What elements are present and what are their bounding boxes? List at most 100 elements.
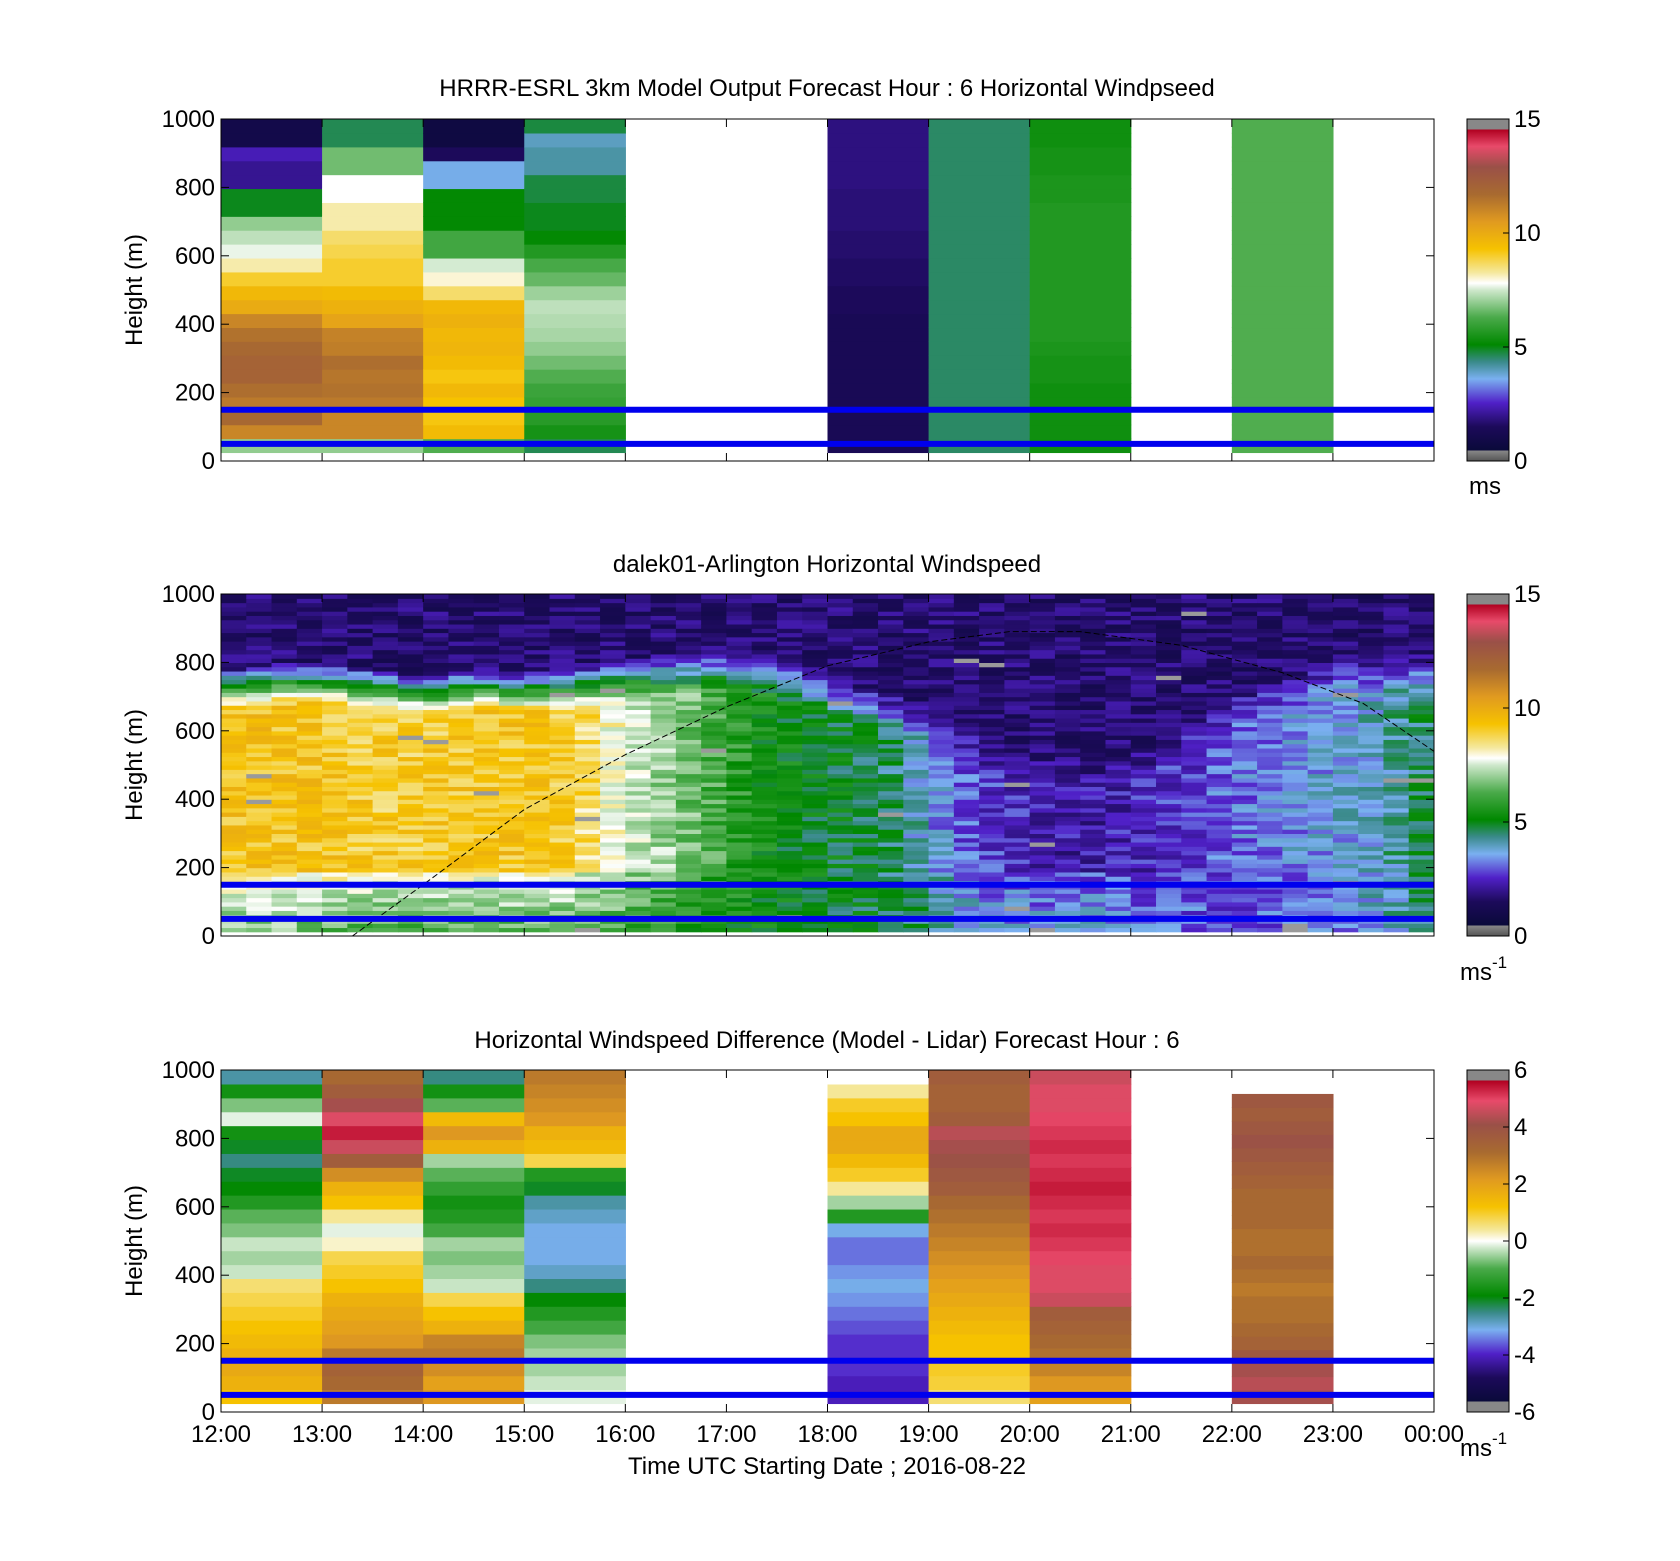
- heatmap-cell: [979, 722, 1005, 728]
- heatmap-cell: [1181, 700, 1208, 706]
- heatmap-cell: [1004, 765, 1031, 770]
- heatmap-cell: [473, 632, 500, 638]
- heatmap-cell: [1383, 696, 1410, 702]
- heatmap-cell: [448, 769, 475, 775]
- heatmap-cell: [397, 888, 424, 894]
- heatmap-cell: [1307, 628, 1334, 634]
- heatmap-cell: [524, 382, 626, 398]
- heatmap-cell: [1408, 773, 1434, 779]
- heatmap-cell: [827, 760, 854, 766]
- heatmap-cell: [1307, 777, 1334, 783]
- heatmap-cell: [1408, 765, 1434, 770]
- heatmap-cell: [701, 876, 728, 882]
- heatmap-cell: [827, 645, 854, 651]
- heatmap-cell: [625, 658, 652, 663]
- heatmap-cell: [1282, 893, 1309, 899]
- heatmap-cell: [802, 623, 829, 629]
- heatmap-cell: [221, 369, 323, 384]
- heatmap-cell: [524, 202, 626, 217]
- heatmap-cell: [1054, 782, 1081, 787]
- heatmap-cell: [423, 833, 450, 839]
- heatmap-cell: [928, 799, 955, 805]
- heatmap-cell: [1332, 713, 1359, 719]
- heatmap-cell: [524, 1250, 626, 1266]
- heatmap-cell: [322, 709, 348, 715]
- heatmap-cell: [726, 906, 753, 911]
- heatmap-cell: [1257, 790, 1283, 796]
- heatmap-cell: [524, 782, 551, 787]
- heatmap-cell: [802, 923, 829, 929]
- heatmap-cell: [372, 777, 399, 783]
- heatmap-cell: [1206, 641, 1233, 646]
- heatmap-cell: [979, 816, 1005, 822]
- heatmap-cell: [1029, 1306, 1132, 1321]
- heatmap-cell: [751, 906, 778, 911]
- heatmap-cell: [852, 645, 879, 651]
- heatmap-cell: [776, 683, 803, 689]
- heatmap-cell: [1383, 700, 1410, 706]
- heatmap-cell: [600, 820, 626, 826]
- heatmap-cell: [802, 799, 829, 805]
- heatmap-cell: [1080, 670, 1107, 676]
- heatmap-cell: [296, 594, 323, 599]
- heatmap-cell: [928, 696, 955, 702]
- heatmap-cell: [1282, 709, 1309, 715]
- heatmap-cell: [1130, 876, 1157, 882]
- heatmap-cell: [549, 632, 576, 638]
- heatmap-cell: [1231, 807, 1258, 813]
- heatmap-cell: [1231, 598, 1258, 604]
- heatmap-cell: [650, 859, 677, 864]
- heatmap-cell: [1257, 696, 1283, 702]
- heatmap-cell: [322, 794, 348, 800]
- heatmap-cell: [221, 1111, 323, 1127]
- heatmap-cell: [827, 747, 854, 753]
- heatmap-cell: [852, 598, 879, 604]
- heatmap-cell: [650, 910, 677, 916]
- heatmap-cell: [574, 658, 601, 663]
- heatmap-cell: [650, 752, 677, 758]
- heatmap-cell: [1029, 841, 1056, 847]
- heatmap-cell: [979, 829, 1005, 834]
- heatmap-cell: [397, 739, 424, 745]
- heatmap-cell: [397, 705, 424, 711]
- heatmap-cell: [397, 683, 424, 689]
- heatmap-cell: [625, 854, 652, 860]
- lidar-colorbar-unit-sup: -1: [1492, 953, 1507, 972]
- heatmap-cell: [1029, 782, 1056, 787]
- heatmap-cell: [1332, 765, 1359, 770]
- heatmap-cell: [726, 636, 753, 642]
- heatmap-cell: [1332, 816, 1359, 822]
- heatmap-cell: [827, 799, 854, 805]
- heatmap-cell: [928, 641, 955, 646]
- heatmap-cell: [1029, 893, 1056, 899]
- heatmap-cell: [1029, 1139, 1132, 1154]
- heatmap-cell: [1282, 636, 1309, 642]
- heatmap-cell: [1130, 850, 1157, 856]
- heatmap-cell: [1080, 876, 1107, 882]
- heatmap-cell: [1029, 897, 1056, 903]
- heatmap-cell: [1080, 726, 1107, 732]
- heatmap-cell: [221, 709, 247, 715]
- heatmap-cell: [701, 863, 728, 869]
- heatmap-cell: [448, 910, 475, 916]
- heatmap-cell: [1383, 670, 1410, 676]
- heatmap-cell: [1383, 799, 1410, 805]
- colorbar-tick-label: 0: [1514, 1228, 1527, 1255]
- heatmap-cell: [701, 747, 728, 753]
- heatmap-cell: [246, 705, 273, 711]
- heatmap-cell: [979, 602, 1005, 608]
- heatmap-cell: [322, 692, 348, 698]
- heatmap-cell: [701, 722, 728, 728]
- heatmap-cell: [498, 799, 525, 805]
- heatmap-cell: [903, 777, 930, 783]
- heatmap-cell: [322, 606, 348, 612]
- heatmap-cell: [675, 700, 702, 706]
- heatmap-cell: [1130, 786, 1157, 792]
- heatmap-cell: [928, 594, 955, 599]
- heatmap-cell: [625, 602, 652, 608]
- heatmap-cell: [1029, 1153, 1132, 1168]
- heatmap-cell: [524, 773, 551, 779]
- heatmap-cell: [953, 897, 980, 903]
- heatmap-cell: [625, 760, 652, 766]
- heatmap-cell: [1004, 653, 1031, 659]
